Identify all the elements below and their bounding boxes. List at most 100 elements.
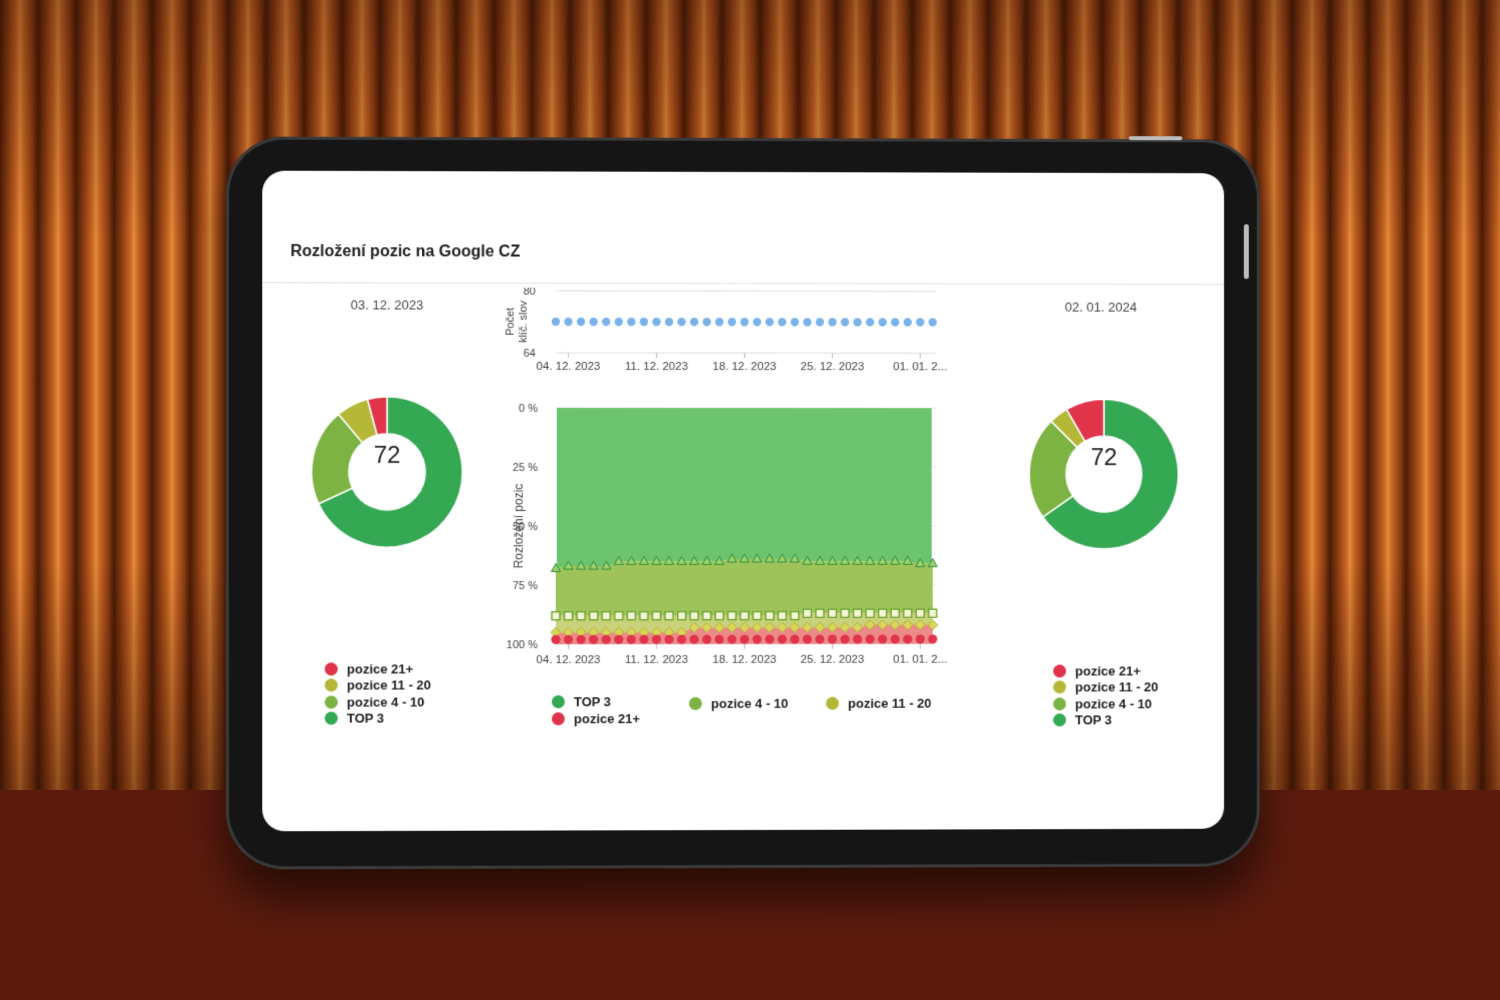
p21-marker	[928, 634, 937, 643]
legend-dot-icon	[1053, 664, 1066, 677]
p4-10-marker	[590, 612, 598, 620]
page-title: Rozložení pozic na Google CZ	[290, 243, 520, 262]
p21-marker	[828, 635, 837, 644]
legend-label: TOP 3	[1075, 713, 1112, 728]
left-legend-item-p21[interactable]: pozice 21+	[325, 660, 431, 677]
legend-label: TOP 3	[347, 711, 384, 726]
area-p4-10	[556, 559, 933, 616]
left-date-label: 03. 12. 2023	[307, 297, 468, 312]
right-legend-item-p21[interactable]: pozice 21+	[1053, 662, 1158, 679]
p21-marker	[564, 635, 573, 644]
keywords-line-chart[interactable]: 80 64 Početklíč. slov 04. 12. 2023 11. 12. 2…	[496, 288, 966, 389]
right-donut-total: 72	[1064, 444, 1144, 472]
gridline	[556, 291, 936, 292]
p4-10-marker	[577, 612, 585, 620]
p4-10-marker	[627, 612, 635, 620]
legend-dot-icon	[689, 697, 702, 710]
area-top3	[557, 408, 932, 569]
p21-marker	[677, 635, 686, 644]
legend-dot-icon	[325, 695, 338, 708]
p21-marker	[778, 635, 787, 644]
p21-marker	[652, 635, 661, 644]
keywords-point	[665, 318, 673, 326]
p21-marker	[602, 635, 611, 644]
legend-label: pozice 4 - 10	[347, 694, 425, 709]
right-date-label: 02. 01. 2024	[1021, 299, 1180, 314]
keywords-point	[715, 318, 723, 326]
p21-marker	[853, 635, 862, 644]
p4-10-marker	[615, 612, 623, 620]
legend-dot-icon	[325, 662, 338, 675]
p4-10-marker	[753, 612, 761, 620]
main-legend-item-p21[interactable]: pozice 21+	[552, 711, 640, 726]
keywords-point	[866, 318, 874, 326]
keywords-point	[602, 318, 610, 326]
x-tick-label: 01. 01. 2...	[893, 654, 947, 666]
x-tick-label: 04. 12. 2023	[536, 361, 600, 373]
p4-10-marker	[778, 612, 786, 620]
keywords-point	[740, 318, 748, 326]
p21-marker	[740, 635, 749, 644]
p21-marker	[840, 635, 849, 644]
p4-10-marker	[552, 612, 560, 620]
keywords-point	[753, 318, 761, 326]
p21-marker	[815, 635, 824, 644]
p4-10-marker	[828, 609, 836, 617]
p21-marker	[664, 635, 673, 644]
p21-marker	[916, 634, 925, 643]
x-tick-label: 25. 12. 2023	[800, 361, 864, 373]
keywords-point	[577, 318, 585, 326]
left-donut-chart[interactable]	[307, 392, 468, 553]
right-legend: pozice 21+ pozice 11 - 20 pozice 4 - 10 …	[1053, 662, 1158, 728]
p21-marker	[752, 635, 761, 644]
y-tick-label: 25 %	[513, 462, 538, 474]
p4-10-marker	[652, 612, 660, 620]
p4-10-marker	[690, 612, 698, 620]
p4-10-marker	[866, 609, 874, 617]
dashboard-screen: Rozložení pozic na Google CZ 03. 12. 202…	[262, 171, 1224, 832]
legend-label: pozice 4 - 10	[711, 696, 788, 711]
p4-10-marker	[904, 609, 912, 617]
right-donut-chart[interactable]	[1024, 394, 1183, 554]
keywords-point	[652, 318, 660, 326]
legend-dot-icon	[552, 695, 565, 708]
p4-10-marker	[841, 609, 849, 617]
keywords-point	[728, 318, 736, 326]
left-legend-item-top3[interactable]: TOP 3	[325, 710, 431, 727]
right-legend-item-p11-20[interactable]: pozice 11 - 20	[1053, 679, 1158, 696]
p4-10-marker	[665, 612, 673, 620]
y-tick-label: 80	[523, 288, 535, 298]
main-legend-item-p11-20[interactable]: pozice 11 - 20	[826, 696, 932, 711]
right-legend-item-p4-10[interactable]: pozice 4 - 10	[1053, 695, 1158, 712]
p21-marker	[551, 635, 560, 644]
p21-marker	[727, 635, 736, 644]
legend-dot-icon	[325, 679, 338, 692]
legend-dot-icon	[1053, 714, 1066, 727]
legend-dot-icon	[1053, 697, 1066, 710]
left-legend-item-p11-20[interactable]: pozice 11 - 20	[325, 677, 431, 694]
p21-marker	[702, 635, 711, 644]
p21-marker	[865, 635, 874, 644]
keywords-point	[627, 318, 635, 326]
main-legend-item-p4-10[interactable]: pozice 4 - 10	[689, 696, 788, 711]
legend-dot-icon	[826, 697, 839, 710]
keywords-point	[916, 318, 924, 326]
keywords-point	[803, 318, 811, 326]
left-legend-item-p4-10[interactable]: pozice 4 - 10	[325, 693, 431, 710]
x-tick-label: 01. 01. 2...	[893, 361, 947, 373]
p4-10-marker	[741, 612, 749, 620]
x-tick-label: 25. 12. 2023	[800, 654, 864, 666]
y-axis-label: Početklíč. slov	[505, 300, 530, 343]
right-legend-item-top3[interactable]: TOP 3	[1053, 712, 1158, 729]
p21-marker	[614, 635, 623, 644]
p21-marker	[903, 635, 912, 644]
legend-label: pozice 11 - 20	[848, 696, 932, 711]
p21-marker	[765, 635, 774, 644]
keywords-point	[816, 318, 824, 326]
positions-area-chart[interactable]: 0 % 25 % 50 % 75 % 100 % Rozložení pozic 04. 1…	[496, 398, 966, 679]
legend-label: TOP 3	[574, 694, 611, 709]
keywords-point	[841, 318, 849, 326]
p21-marker	[576, 635, 585, 644]
main-legend-item-top3[interactable]: TOP 3	[552, 694, 611, 709]
p4-10-marker	[916, 609, 924, 617]
